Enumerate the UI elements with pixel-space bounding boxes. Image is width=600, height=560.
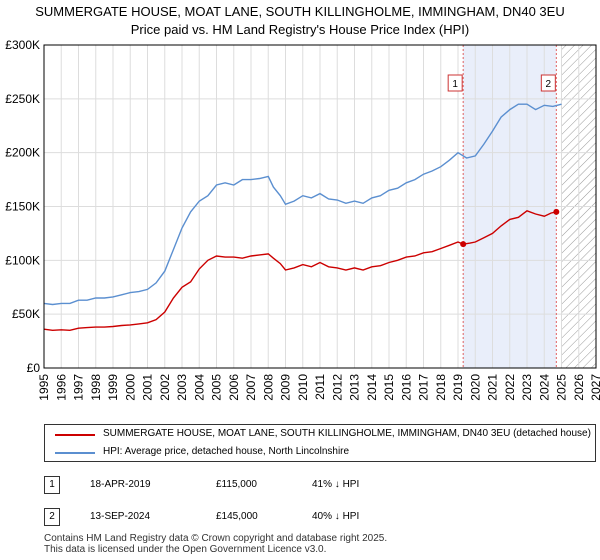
- x-tick-label: 2020: [468, 374, 482, 401]
- legend-item-property: SUMMERGATE HOUSE, MOAT LANE, SOUTH KILLI…: [45, 426, 597, 444]
- x-tick-label: 2010: [296, 374, 310, 401]
- x-tick-label: 2011: [313, 374, 327, 400]
- x-tick-label: 2024: [537, 374, 551, 401]
- y-tick-label: £100K: [5, 253, 40, 267]
- series-line: [43, 210, 557, 332]
- x-tick-label: 2023: [520, 374, 534, 401]
- chart-title: SUMMERGATE HOUSE, MOAT LANE, SOUTH KILLI…: [35, 4, 565, 19]
- price-chart: £0 £50K £100K £150K £200K £250K £300K 1995 1996 1…: [5, 38, 600, 401]
- y-tick-label: £50K: [12, 307, 40, 321]
- x-tick-label: 2026: [572, 374, 586, 401]
- transaction-hpi-diff: 41% ↓ HPI: [312, 479, 360, 490]
- y-tick-label: £0: [27, 361, 41, 375]
- transaction-row: 1 18-APR-2019 £115,000 41% ↓ HPI: [44, 476, 564, 496]
- transaction-badge: 1: [44, 476, 60, 494]
- sale-point: [553, 208, 560, 215]
- transaction-row: 2 13-SEP-2024 £145,000 40% ↓ HPI: [44, 508, 564, 528]
- footer-licence: This data is licensed under the Open Gov…: [44, 544, 327, 555]
- annotation-label: 2: [546, 79, 552, 90]
- transaction-hpi-diff: 40% ↓ HPI: [312, 511, 360, 522]
- x-tick-label: 2002: [158, 374, 172, 401]
- y-tick-label: £250K: [5, 92, 40, 106]
- x-tick-label: 1996: [54, 374, 68, 401]
- annotation-box: [447, 74, 463, 92]
- x-tick-label: 2001: [141, 374, 155, 401]
- x-tick-label: 2008: [261, 374, 275, 401]
- x-tick-label: 2025: [555, 374, 569, 401]
- legend-swatch-property: [55, 434, 95, 436]
- x-tick-label: 2014: [365, 374, 379, 401]
- x-tick-label: 2015: [382, 374, 396, 401]
- transaction-date: 18-APR-2019: [90, 479, 151, 490]
- annotation-box: [540, 74, 556, 92]
- x-tick-label: 2022: [503, 374, 517, 401]
- legend-label-hpi: HPI: Average price, detached house, Nort…: [103, 446, 350, 457]
- x-tick-label: 2019: [451, 374, 465, 401]
- annotation-label: 1: [452, 79, 458, 90]
- transaction-date: 13-SEP-2024: [90, 511, 151, 522]
- legend-label-property: SUMMERGATE HOUSE, MOAT LANE, SOUTH KILLI…: [103, 428, 591, 439]
- x-tick-label: 2004: [192, 374, 206, 401]
- transaction-price: £115,000: [216, 479, 257, 490]
- x-tick-label: 2006: [227, 374, 241, 401]
- y-tick-label: £300K: [5, 38, 40, 52]
- x-tick-label: 1998: [89, 374, 103, 401]
- y-tick-label: £150K: [5, 200, 40, 214]
- x-tick-label: 2016: [399, 374, 413, 401]
- footer-copyright: Contains HM Land Registry data © Crown c…: [44, 533, 388, 544]
- legend-swatch-hpi: [55, 452, 95, 454]
- chart-subtitle: Price paid vs. HM Land Registry's House …: [130, 22, 470, 37]
- legend-item-hpi: HPI: Average price, detached house, Nort…: [45, 444, 597, 462]
- x-tick-label: 2012: [330, 374, 344, 401]
- x-tick-label: 2027: [589, 374, 600, 401]
- x-tick-label: 2003: [175, 374, 189, 401]
- x-tick-label: 1999: [106, 374, 120, 401]
- series-line: [43, 103, 562, 306]
- x-tick-label: 2013: [348, 374, 362, 401]
- x-tick-label: 2007: [244, 374, 258, 401]
- x-tick-label: 2017: [417, 374, 431, 401]
- x-tick-label: 2005: [210, 374, 224, 401]
- legend: SUMMERGATE HOUSE, MOAT LANE, SOUTH KILLI…: [44, 424, 596, 462]
- x-tick-label: 1997: [72, 374, 86, 401]
- y-tick-label: £200K: [5, 146, 40, 160]
- x-tick-label: 2021: [486, 374, 500, 401]
- transaction-badge: 2: [44, 508, 60, 526]
- plot-frame: [43, 44, 597, 369]
- x-tick-label: 2018: [434, 374, 448, 401]
- x-tick-label: 2000: [123, 374, 137, 401]
- x-tick-label: 2009: [279, 374, 293, 401]
- sale-point: [460, 241, 467, 248]
- transaction-price: £145,000: [216, 511, 258, 522]
- x-tick-label: 1995: [37, 374, 51, 401]
